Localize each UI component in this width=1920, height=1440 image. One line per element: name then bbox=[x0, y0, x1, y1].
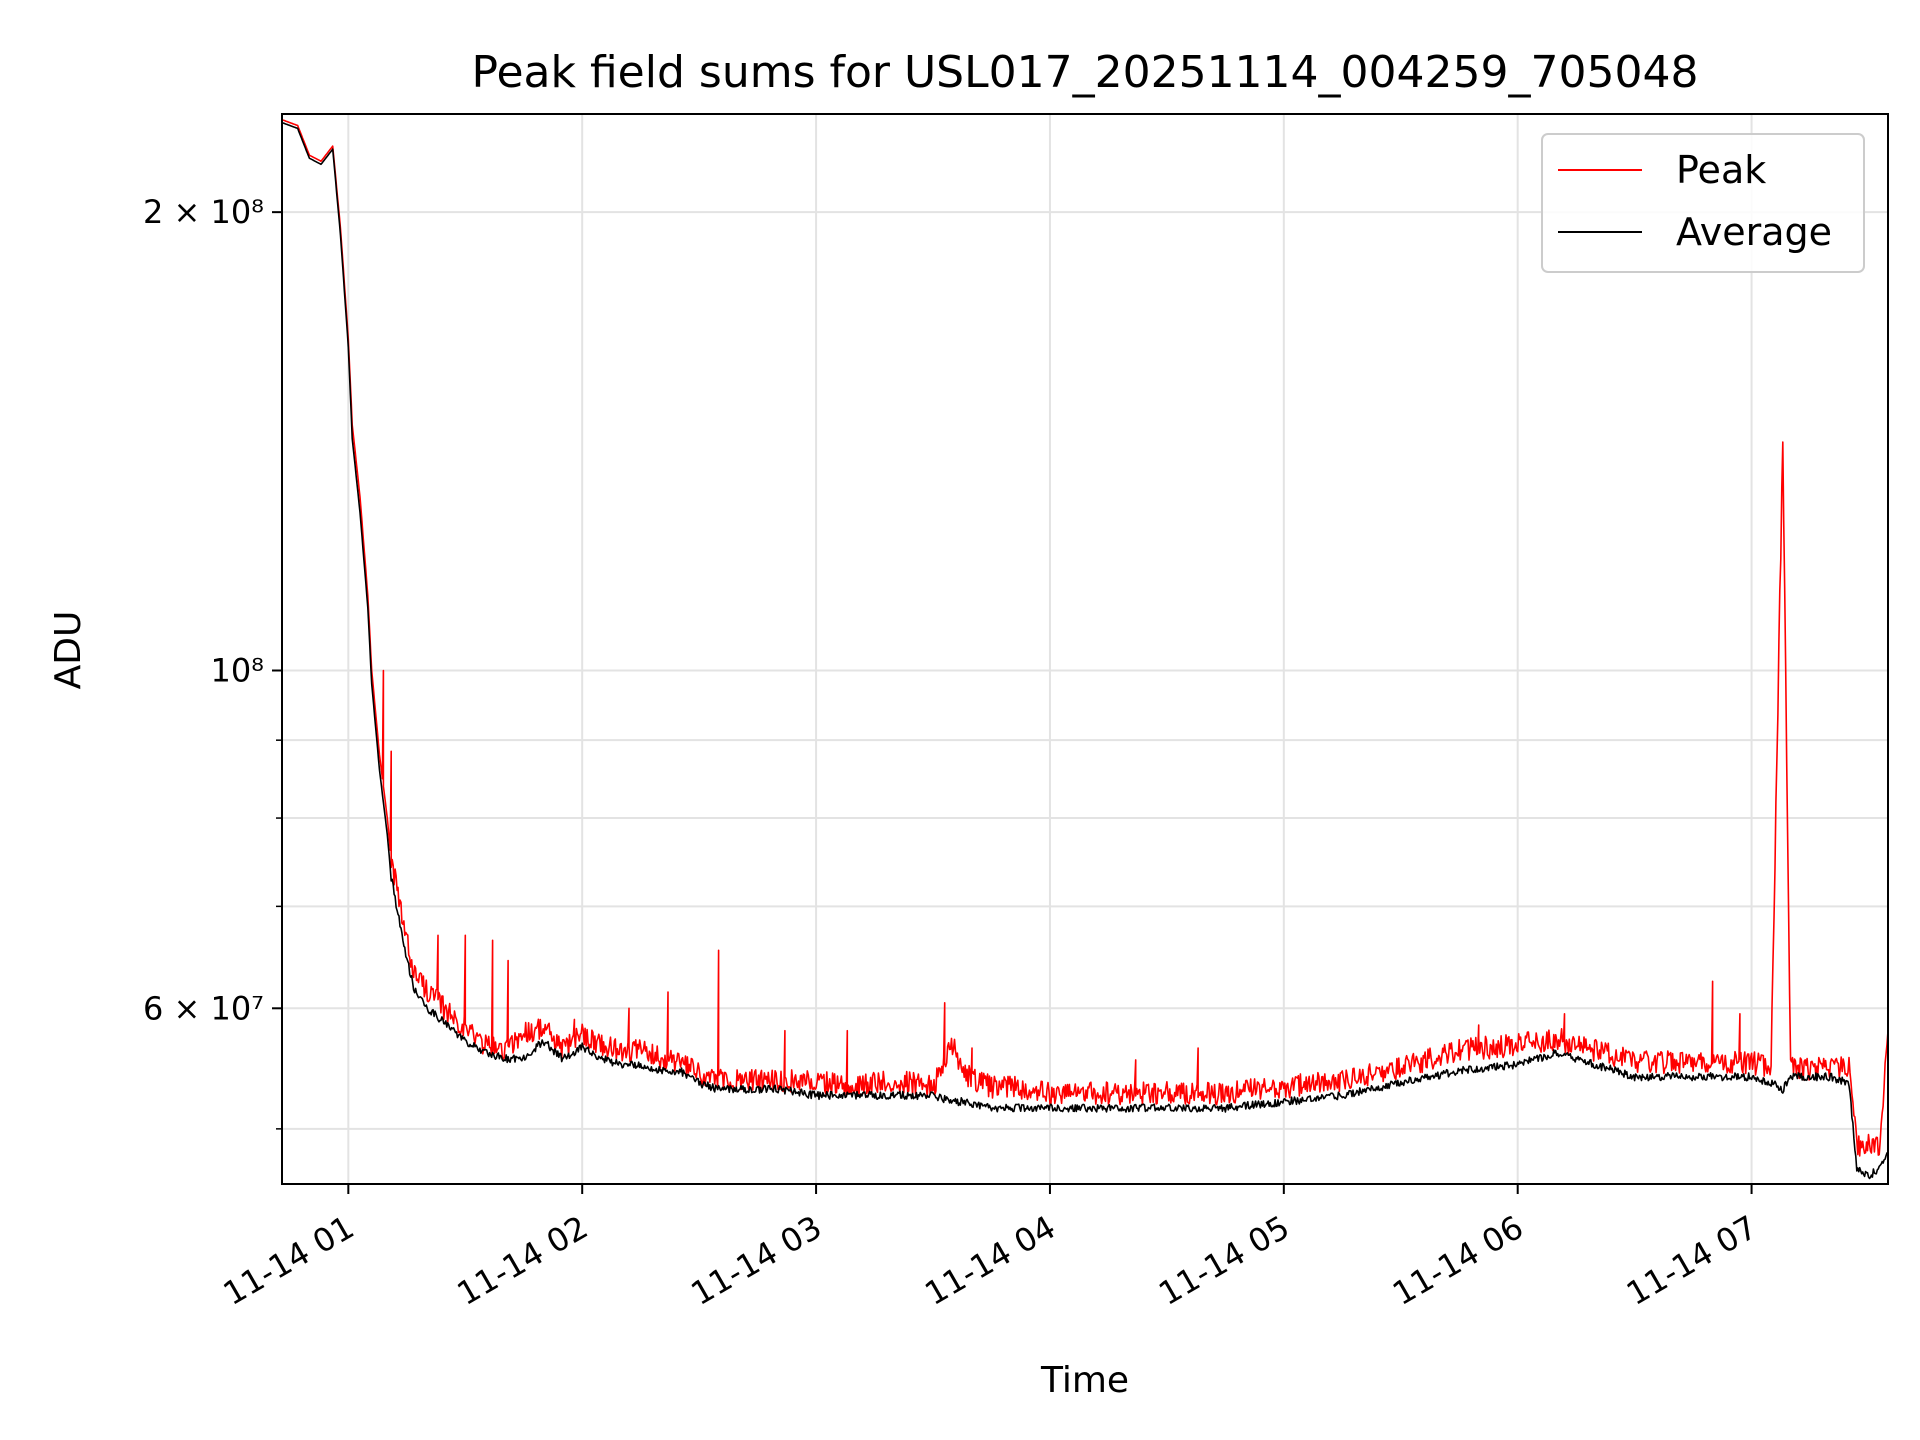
y-tick-label: 2 × 10⁸ bbox=[143, 193, 264, 231]
legend-peak-label: Peak bbox=[1676, 148, 1766, 192]
series-line-average bbox=[282, 121, 1888, 1180]
y-axis-label: ADU bbox=[48, 611, 89, 690]
y-tick-label: 6 × 10⁷ bbox=[143, 989, 264, 1027]
legend-average-label: Average bbox=[1676, 210, 1832, 254]
legend-box bbox=[1541, 133, 1865, 273]
legend: Peak Average bbox=[1541, 133, 1865, 273]
x-axis-label: Time bbox=[1040, 1360, 1129, 1401]
series-layer bbox=[282, 118, 1888, 1180]
series-line-peak bbox=[282, 118, 1888, 1157]
plot-frame bbox=[281, 113, 1889, 1185]
y-axis: 2 × 10⁸ 10⁸ 6 × 10⁷ bbox=[143, 193, 282, 1130]
y-tick-label: 10⁸ bbox=[210, 652, 264, 690]
grid-layer bbox=[282, 114, 1888, 1184]
chart-title: Peak field sums for USL017_20251114_0042… bbox=[472, 47, 1699, 98]
